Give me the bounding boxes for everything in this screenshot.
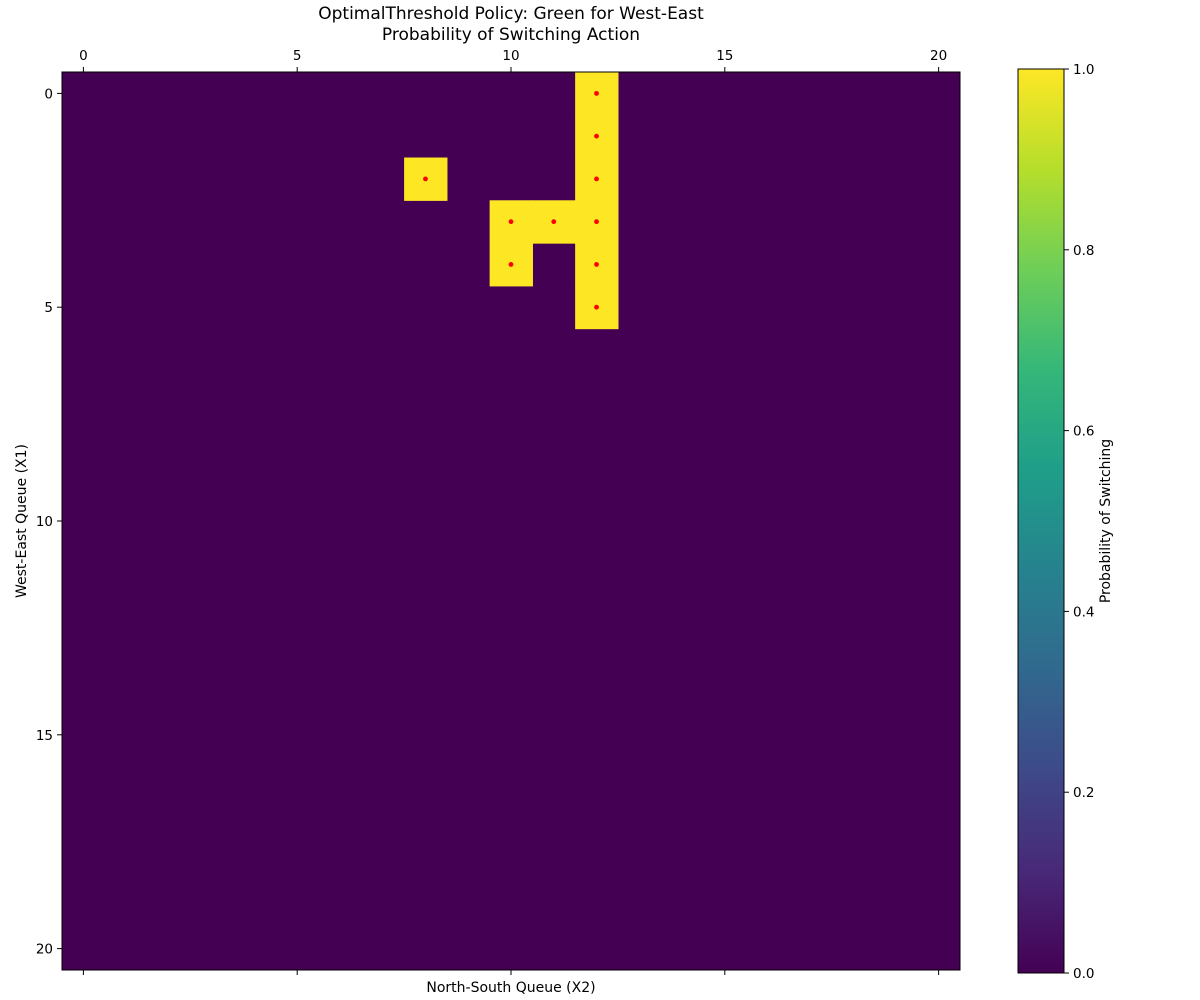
chart-title: OptimalThreshold Policy: Green for West-… — [318, 4, 704, 24]
colorbar-gradient — [1017, 68, 1065, 974]
colorbar-tick-label: 0.8 — [1073, 243, 1094, 259]
policy-marker — [594, 219, 599, 225]
y-tick-label: 0 — [44, 86, 53, 102]
x-tick-label: 5 — [293, 48, 302, 64]
policy-marker — [551, 219, 557, 225]
colorbar: 0.0 0.2 0.4 0.6 0.8 1.0 Probability of Switch… — [1017, 62, 1114, 982]
colorbar-tick-label: 1.0 — [1073, 62, 1094, 78]
x-tick-label: 20 — [930, 48, 947, 64]
y-tick-label: 5 — [44, 300, 53, 316]
colorbar-tick-label: 0.4 — [1073, 604, 1094, 620]
colorbar-label: Probability of Switching — [1098, 439, 1114, 603]
x-tick-label: 10 — [502, 48, 519, 64]
policy-marker — [594, 176, 599, 182]
heatmap-plot-area — [61, 71, 961, 971]
x-axis-ticks-bottom — [82, 970, 940, 975]
x-axis-ticks-top: 0 5 10 15 20 — [79, 48, 947, 72]
x-tick-label: 0 — [79, 48, 88, 64]
y-tick-label: 10 — [36, 514, 53, 530]
policy-marker — [594, 304, 599, 310]
policy-marker — [508, 219, 514, 225]
y-axis-ticks: 0 5 10 15 20 — [36, 86, 62, 958]
heatmap-markers — [423, 90, 599, 310]
y-axis-label: West-East Queue (X1) — [14, 444, 30, 598]
y-tick-label: 15 — [36, 728, 53, 744]
y-tick-label: 20 — [36, 942, 53, 958]
x-tick-label: 15 — [716, 48, 733, 64]
policy-marker — [594, 133, 599, 139]
chart-subtitle: Probability of Switching Action — [382, 25, 640, 45]
colorbar-tick-label: 0.0 — [1073, 966, 1094, 982]
policy-marker — [423, 176, 428, 182]
colorbar-tick-label: 0.6 — [1073, 424, 1094, 440]
policy-marker — [594, 262, 599, 267]
x-axis-label: North-South Queue (X2) — [426, 980, 595, 996]
policy-marker — [508, 262, 514, 267]
colorbar-tick-label: 0.2 — [1073, 785, 1094, 801]
colorbar-ticks: 0.0 0.2 0.4 0.6 0.8 1.0 — [1064, 62, 1094, 982]
policy-marker — [594, 90, 599, 96]
